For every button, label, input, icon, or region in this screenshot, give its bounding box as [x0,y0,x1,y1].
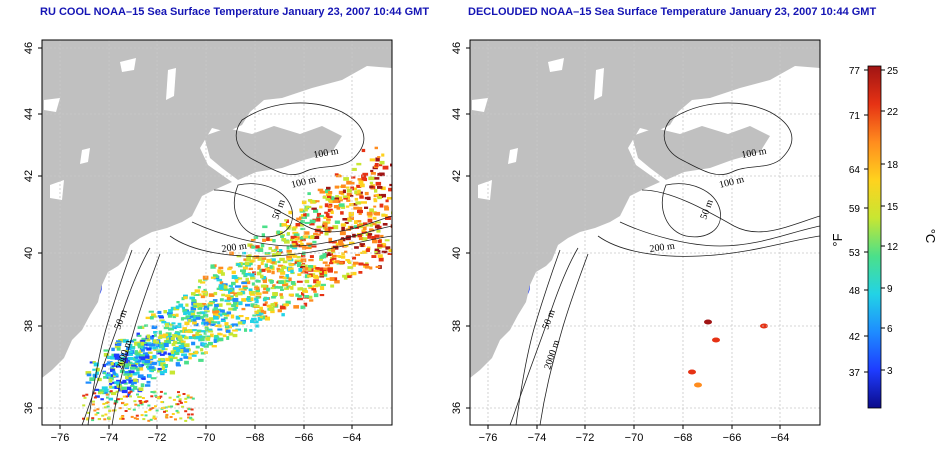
celsius-tick-label: 15 [887,202,899,213]
celsius-tick-label: 6 [887,324,893,335]
celsius-unit-label: °C [923,229,938,244]
contour-line [235,102,365,176]
fahrenheit-unit-label: °F [830,233,845,246]
contour-line [509,247,579,425]
map-frame [41,39,393,426]
fahrenheit-tick-label: 42 [849,332,861,343]
fahrenheit-tick-label: 48 [849,286,861,297]
depth-label: 200 m [649,241,676,255]
fahrenheit-tick-label: 37 [849,368,861,379]
celsius-tick-label: 18 [887,160,899,171]
landmass [470,40,820,378]
grid-lines [470,40,820,425]
contour-line [515,249,561,425]
longitude-tick-label: −68 [674,432,693,444]
fahrenheit-tick-label: 77 [849,66,861,77]
longitude-tick-label: −72 [576,432,595,444]
lake [548,58,564,72]
bathymetry-contours [81,102,392,425]
latitude-tick-label: 38 [451,320,463,332]
bathymetry-contours [509,102,820,425]
landmass [42,40,392,378]
latitude-tick-label: 36 [23,402,35,414]
lake [120,58,136,72]
longitude-tick-label: −66 [295,432,314,444]
right-map-title: DECLOUDED NOAA–15 Sea Surface Temperatur… [468,6,877,18]
longitude-tick-label: −70 [625,432,644,444]
map-frame [469,39,821,426]
longitude-tick-label: −76 [479,432,498,444]
latitude-tick-label: 44 [23,108,35,120]
contour-line [111,253,161,425]
contour-line [169,235,392,257]
grid-lines [42,40,392,425]
celsius-tick-label: 12 [887,242,899,253]
contour-line [663,102,793,176]
depth-label: 200 m [221,241,248,255]
contour-line [641,189,820,233]
lake [80,148,90,164]
contour-line [619,221,820,247]
contour-line [662,183,721,238]
celsius-tick-label: 22 [887,107,899,118]
longitude-tick-label: −64 [343,432,362,444]
lake [508,148,518,164]
latitude-tick-label: 40 [23,247,35,259]
contour-line [87,249,133,425]
latitude-tick-label: 36 [451,402,463,414]
celsius-tick-label: 25 [887,66,899,77]
fahrenheit-tick-label: 71 [849,111,861,122]
contour-line [191,221,392,247]
contour-line [81,247,151,425]
fahrenheit-tick-label: 59 [849,204,861,215]
contour-line [234,183,293,238]
depth-label: 100 m [741,146,768,161]
longitude-tick-label: −66 [723,432,742,444]
longitude-tick-label: −76 [51,432,70,444]
latitude-tick-label: 38 [23,320,35,332]
longitude-tick-label: −72 [148,432,167,444]
colorbar-ramp [867,65,882,409]
fahrenheit-tick-label: 53 [849,248,861,259]
latitude-tick-label: 44 [451,108,463,120]
landmass-nova-scotia [204,126,342,180]
latitude-tick-label: 40 [451,247,463,259]
lake [50,180,64,200]
contour-line [213,189,392,233]
longitude-tick-label: −64 [771,432,790,444]
longitude-tick-label: −74 [100,432,119,444]
temperature-colorbar: 77 71 64 59 53 48 42 37 25 22 18 15 12 9 6 3 °F °C [830,65,938,409]
longitude-tick-label: −70 [197,432,216,444]
longitude-tick-label: −68 [246,432,265,444]
lake [472,98,488,112]
celsius-tick-label: 9 [887,284,893,295]
fahrenheit-tick-label: 64 [849,165,861,176]
contour-line [597,235,820,257]
landmass-nova-scotia [632,126,770,180]
longitude-tick-label: −74 [528,432,547,444]
latitude-tick-label: 42 [451,170,463,182]
lake [44,98,60,112]
latitude-tick-label: 46 [451,42,463,54]
latitude-tick-label: 42 [23,170,35,182]
lake [166,68,176,100]
celsius-tick-label: 3 [887,366,893,377]
lake [478,180,492,200]
contour-line [539,253,589,425]
left-map-title: RU COOL NOAA–15 Sea Surface Temperature … [40,6,430,18]
latitude-tick-label: 46 [23,42,35,54]
depth-label: 100 m [313,146,340,161]
lake [594,68,604,100]
